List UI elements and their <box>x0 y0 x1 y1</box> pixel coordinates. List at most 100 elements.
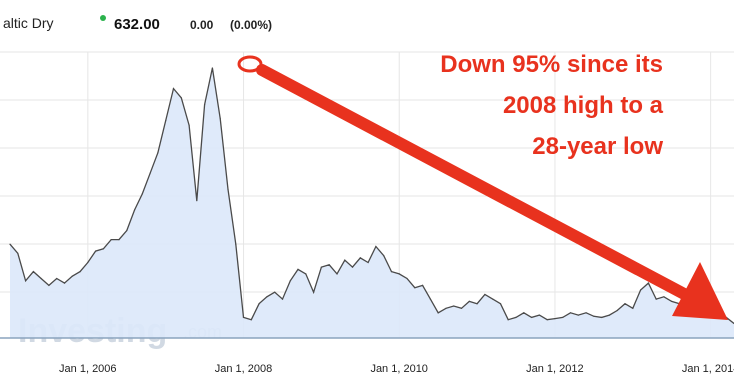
data-point <box>351 266 354 268</box>
annotation-arrow-shaft <box>256 64 694 302</box>
data-point <box>258 303 260 305</box>
annotation-line-3: 28-year low <box>532 133 663 160</box>
data-point <box>608 314 611 316</box>
x-tick-label: Jan 1, 2008 <box>215 363 273 375</box>
data-point <box>219 117 221 119</box>
data-point <box>499 303 502 305</box>
data-point <box>429 298 431 300</box>
x-tick-label: Jan 1, 2012 <box>526 363 584 375</box>
data-point <box>40 277 42 280</box>
data-point <box>87 261 89 264</box>
data-point <box>328 264 330 266</box>
data-point <box>196 200 198 202</box>
data-point <box>313 291 315 293</box>
data-point <box>437 312 439 314</box>
data-point <box>134 209 136 211</box>
x-tick-label: Jan 1, 2014 <box>682 363 734 375</box>
data-point <box>468 300 470 302</box>
data-point <box>157 152 159 154</box>
data-point <box>531 316 533 318</box>
data-point <box>375 245 377 248</box>
data-point <box>367 261 369 264</box>
data-point <box>305 273 307 275</box>
data-point <box>647 282 650 284</box>
data-point <box>250 319 252 321</box>
data-point <box>102 248 104 250</box>
data-point <box>141 193 143 195</box>
data-point <box>204 104 206 106</box>
data-point <box>48 284 50 286</box>
data-point <box>422 284 424 286</box>
data-point <box>577 314 579 316</box>
data-point <box>227 188 229 190</box>
data-point <box>453 305 455 307</box>
data-point <box>188 124 190 126</box>
instrument-name: altic Dry <box>3 15 54 31</box>
data-point <box>406 277 408 280</box>
data-point <box>25 280 27 282</box>
data-point <box>320 266 322 268</box>
annotation-line-1: Down 95% since its <box>440 51 663 78</box>
data-point <box>546 319 548 321</box>
data-point <box>110 239 112 241</box>
data-point <box>585 312 587 314</box>
data-point <box>211 67 213 69</box>
change-value: 0.00 <box>190 18 214 32</box>
data-point <box>9 243 11 245</box>
data-point <box>359 257 361 259</box>
data-point <box>562 316 564 318</box>
x-tick-label: Jan 1, 2006 <box>59 363 117 375</box>
x-axis-ticks: Jan 1, 2006 Jan 1, 2008 Jan 1, 2010 Jan 1, … <box>59 363 734 375</box>
change-percent: (0.00%) <box>230 18 272 32</box>
annotation-line-2: 2008 high to a <box>503 92 664 119</box>
data-point <box>460 307 463 309</box>
data-point <box>445 307 447 309</box>
data-point <box>17 252 19 254</box>
data-point <box>414 287 416 289</box>
data-point <box>289 280 291 282</box>
annotation-arrowhead-icon <box>672 262 728 320</box>
up-indicator-icon <box>100 15 106 21</box>
data-point <box>344 259 346 261</box>
data-point <box>601 316 603 318</box>
data-point <box>149 172 151 174</box>
data-point <box>165 120 167 122</box>
data-point <box>624 303 626 305</box>
data-point <box>95 250 97 252</box>
data-point <box>32 271 35 273</box>
data-point <box>492 298 494 300</box>
data-point <box>172 88 175 90</box>
x-tick-label: Jan 1, 2010 <box>370 363 428 375</box>
data-point <box>398 273 400 275</box>
data-point <box>297 268 299 270</box>
quote-header: altic Dry 632.00 0.00 (0.00%) <box>3 15 272 33</box>
data-point <box>266 296 268 298</box>
data-point <box>126 229 128 232</box>
data-point <box>616 309 618 312</box>
data-point <box>118 239 120 241</box>
data-point <box>56 277 58 280</box>
data-point <box>507 319 509 321</box>
data-point <box>281 298 284 300</box>
annotation: Down 95% since its 2008 high to a 28-yea… <box>237 51 728 320</box>
data-point <box>632 307 634 309</box>
data-point <box>79 271 81 273</box>
data-point <box>593 315 595 317</box>
data-point <box>484 293 486 296</box>
data-point <box>476 303 478 305</box>
data-point <box>554 318 556 320</box>
data-point <box>242 316 245 318</box>
data-point <box>383 255 385 257</box>
data-point <box>336 273 338 275</box>
data-point <box>569 312 572 314</box>
series-points <box>9 67 734 325</box>
data-point <box>180 97 182 99</box>
data-point <box>390 271 393 273</box>
data-point <box>235 243 237 245</box>
data-point <box>655 298 657 300</box>
data-point <box>523 312 525 314</box>
data-point <box>71 275 73 277</box>
data-point <box>671 300 673 302</box>
series-line <box>9 67 734 325</box>
